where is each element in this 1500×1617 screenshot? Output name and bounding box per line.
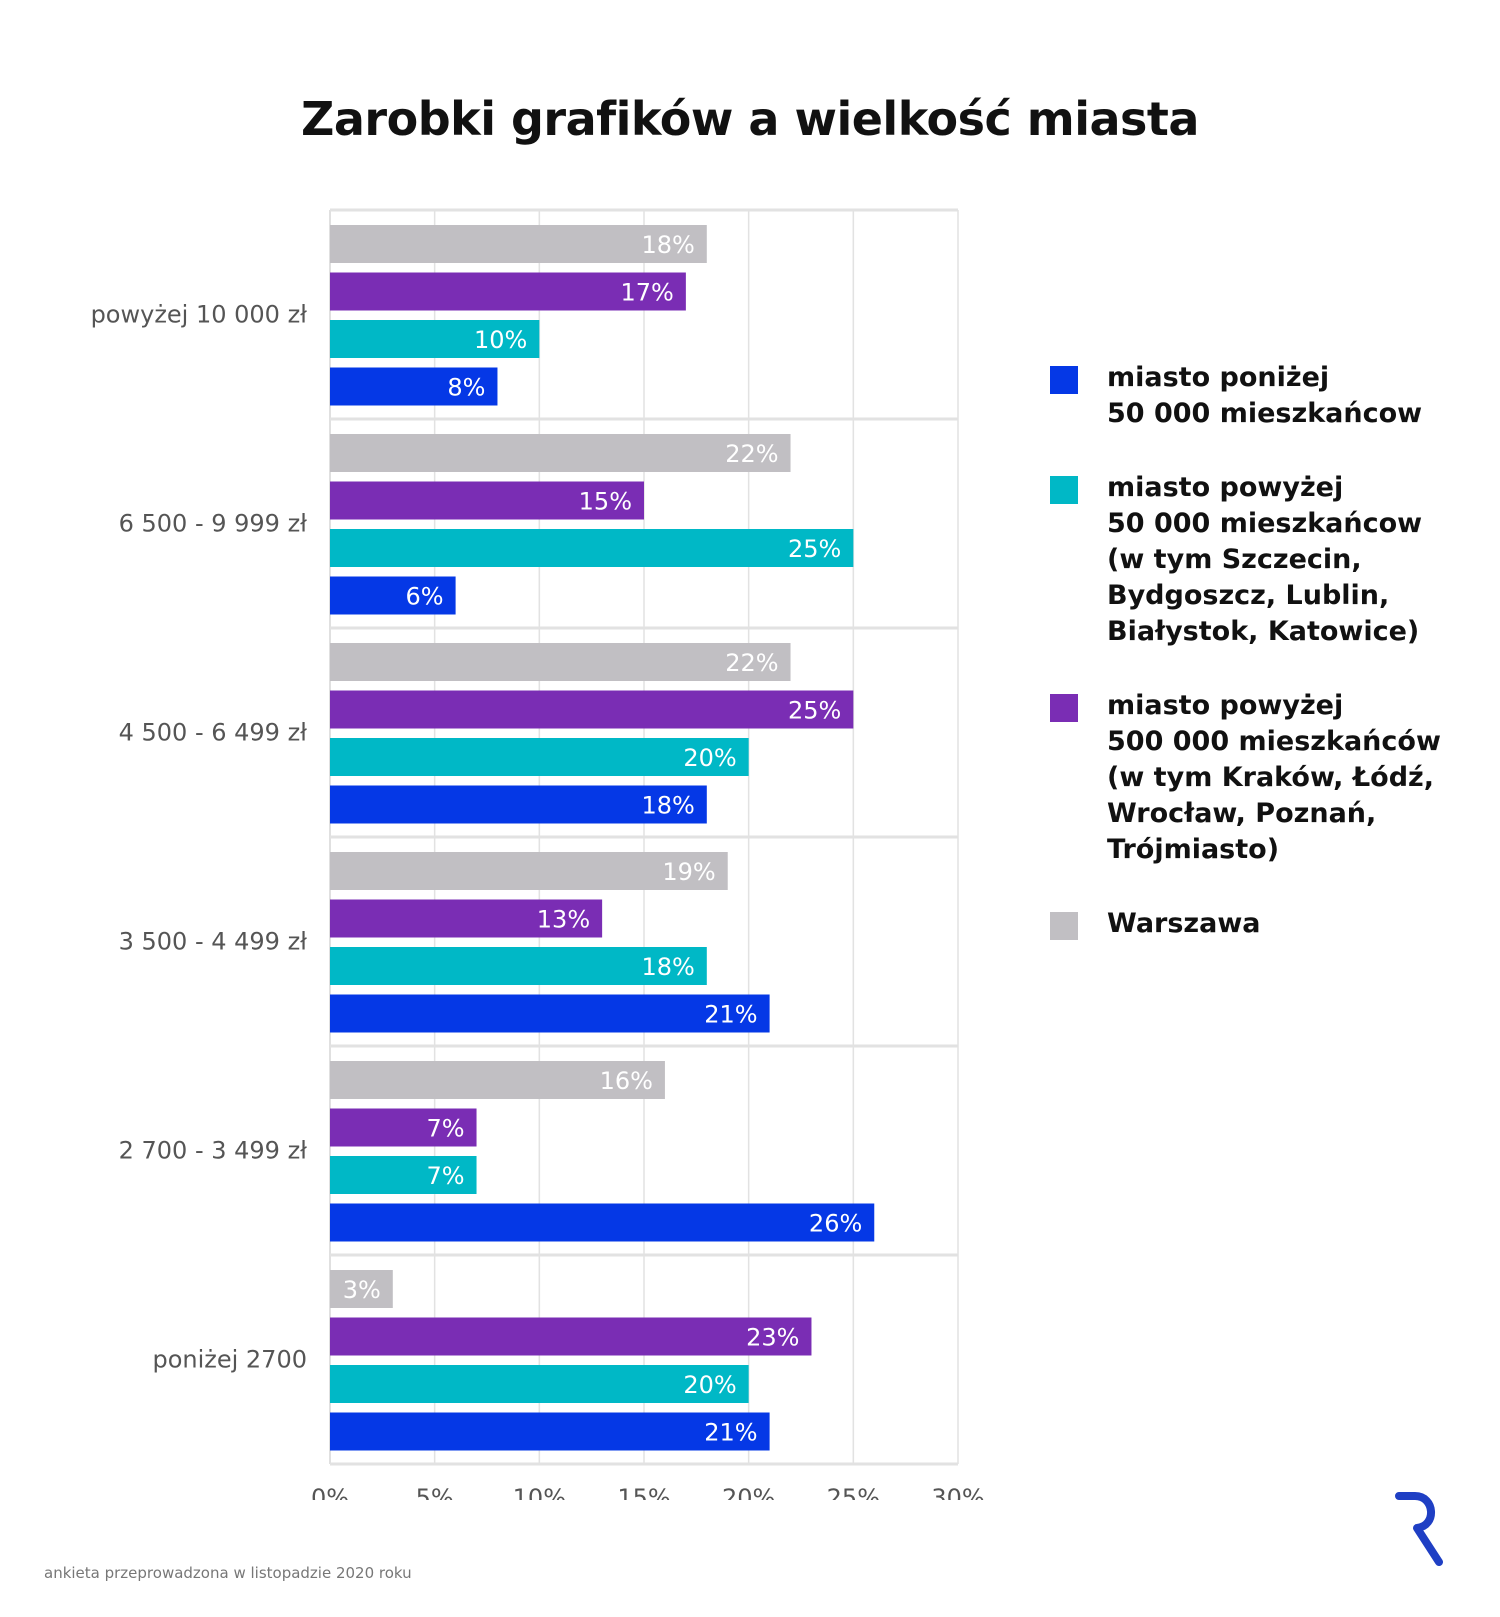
legend-swatch <box>1050 912 1078 940</box>
category-label: 6 500 - 9 999 zł <box>119 510 308 538</box>
bar-data-label: 8% <box>447 374 485 402</box>
legend-item: miasto powyżej 50 000 mieszkańcow (w tym S… <box>1050 470 1470 650</box>
bar-data-label: 6% <box>406 583 444 611</box>
category-label: poniżej 2700 <box>152 1346 307 1374</box>
legend-label-line: miasto powyżej <box>1107 690 1344 721</box>
bar-data-label: 26% <box>809 1210 862 1238</box>
bar <box>330 367 498 406</box>
bar <box>330 738 749 776</box>
bar <box>330 852 728 890</box>
bar-data-label: 20% <box>683 744 736 772</box>
legend-label-line: 50 000 mieszkańcow <box>1107 508 1423 539</box>
legend-label-line: (w tym Kraków, Łódź, <box>1107 762 1435 793</box>
bar-data-label: 17% <box>621 279 674 307</box>
bar-chart: 0% 5% 10% 15% 20% 25% 30% powyżej 10 000 zł 18% 1… <box>91 208 985 1500</box>
x-tick-label: 5% <box>416 1484 454 1500</box>
bar <box>330 320 540 358</box>
bar <box>330 225 707 263</box>
bar-data-label: 7% <box>426 1162 464 1190</box>
bar-data-label: 10% <box>474 326 527 354</box>
bar <box>330 529 854 567</box>
bar-data-label: 18% <box>641 953 694 981</box>
legend-item: miasto poniżej 50 000 mieszkańcow <box>1050 360 1470 432</box>
bar-data-label: 22% <box>725 440 778 468</box>
x-tick-label: 15% <box>617 1484 670 1500</box>
category-label: 4 500 - 6 499 zł <box>119 719 308 747</box>
legend-item: miasto powyżej 500 000 mieszkańców (w tym … <box>1050 688 1470 868</box>
legend-swatch <box>1050 476 1078 504</box>
x-tick-label: 30% <box>931 1484 984 1500</box>
legend-label-line: miasto powyżej <box>1107 472 1344 503</box>
bar <box>330 1412 770 1451</box>
bar-data-label: 3% <box>343 1276 381 1304</box>
bar-data-label: 16% <box>600 1067 653 1095</box>
bar <box>330 1270 393 1308</box>
legend-label-line: 500 000 mieszkańców <box>1107 726 1441 757</box>
x-tick-label: 25% <box>827 1484 880 1500</box>
bar-data-label: 20% <box>683 1371 736 1399</box>
bar-data-label: 22% <box>725 649 778 677</box>
legend-label-line: Białystok, Katowice) <box>1107 616 1420 647</box>
x-tick-label: 0% <box>311 1484 349 1500</box>
legend-label-line: (w tym Szczecin, <box>1107 544 1362 575</box>
legend-label-line: Trójmiasto) <box>1107 834 1280 865</box>
legend-label-line: Wrocław, Poznań, <box>1107 798 1377 829</box>
bar <box>330 690 854 729</box>
bar <box>330 1317 812 1356</box>
legend-label-line: 50 000 mieszkańcow <box>1107 398 1423 429</box>
bar <box>330 994 770 1033</box>
bar-data-label: 21% <box>704 1001 757 1029</box>
bar <box>330 434 791 472</box>
bar-data-label: 19% <box>662 858 715 886</box>
bar <box>330 481 644 520</box>
category-label: 3 500 - 4 499 zł <box>119 928 308 956</box>
x-tick-label: 20% <box>722 1484 775 1500</box>
chart-legend: miasto poniżej 50 000 mieszkańcow miasto p… <box>1050 360 1470 980</box>
bar <box>330 643 791 681</box>
legend-swatch <box>1050 366 1078 394</box>
bar <box>330 1365 749 1403</box>
bar-data-label: 18% <box>641 792 694 820</box>
legend-label-line: Bydgoszcz, Lublin, <box>1107 580 1390 611</box>
brand-r-logo-icon <box>1395 1488 1445 1570</box>
bar <box>330 1108 477 1147</box>
bar <box>330 785 707 824</box>
bar-data-label: 18% <box>641 231 694 259</box>
bar-data-label: 21% <box>704 1419 757 1447</box>
bar-data-label: 13% <box>537 906 590 934</box>
legend-item: Warszawa <box>1050 906 1470 942</box>
x-tick-label: 10% <box>513 1484 566 1500</box>
bar <box>330 1203 875 1242</box>
bar-data-label: 15% <box>579 488 632 516</box>
bar <box>330 272 686 311</box>
footer-note: ankieta przeprowadzona w listopadzie 202… <box>44 1564 412 1582</box>
bar-data-label: 7% <box>426 1115 464 1143</box>
bar-data-label: 23% <box>746 1324 799 1352</box>
bar <box>330 1061 665 1099</box>
legend-swatch <box>1050 694 1078 722</box>
bar-data-label: 25% <box>788 697 841 725</box>
category-label: powyżej 10 000 zł <box>91 301 308 329</box>
bar <box>330 947 707 985</box>
bar <box>330 1156 477 1194</box>
legend-label-line: Warszawa <box>1107 908 1261 939</box>
bar-data-label: 25% <box>788 535 841 563</box>
bar <box>330 576 456 615</box>
legend-label-line: miasto poniżej <box>1107 362 1330 393</box>
category-label: 2 700 - 3 499 zł <box>119 1137 308 1165</box>
bar <box>330 899 603 938</box>
chart-title: Zarobki grafików a wielkość miasta <box>301 92 1199 146</box>
